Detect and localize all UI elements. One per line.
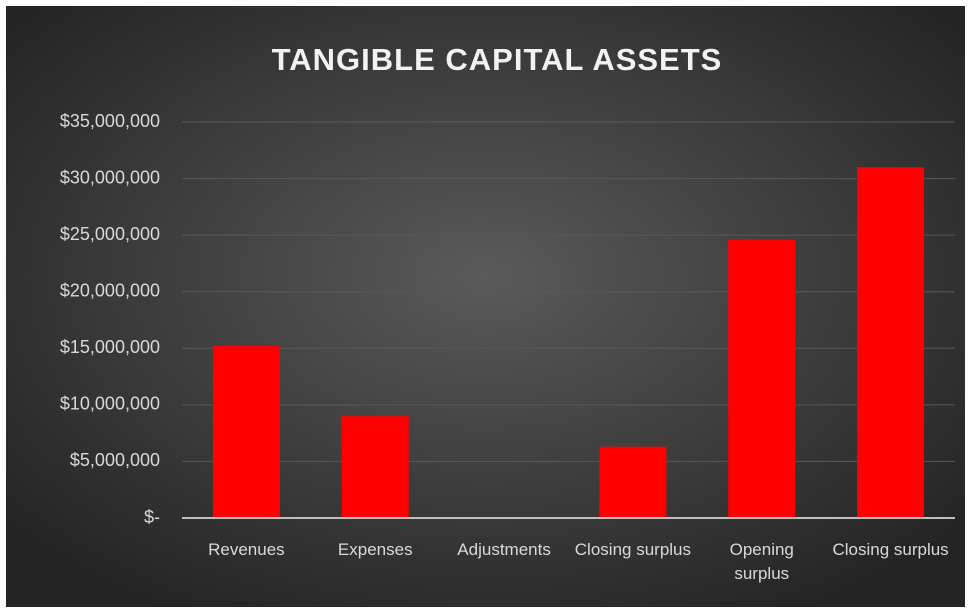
x-tick-label: Opening surplus <box>729 540 794 583</box>
x-tick-label: Revenues <box>208 540 285 559</box>
bar <box>212 346 280 518</box>
y-tick-label: $20,000,000 <box>60 280 160 300</box>
x-tick-label: Closing surplus <box>574 540 692 559</box>
chart-background <box>6 6 965 607</box>
y-tick-label: $15,000,000 <box>60 337 160 357</box>
x-tick-label: Closing surplus <box>832 540 949 559</box>
y-tick-label: $10,000,000 <box>60 394 160 414</box>
x-tick-label: Adjustments <box>457 540 551 559</box>
bar <box>728 239 796 518</box>
y-tick-label: $5,000,000 <box>70 450 160 470</box>
bar <box>857 167 925 518</box>
y-tick-label: $25,000,000 <box>60 224 160 244</box>
y-tick-label: $30,000,000 <box>60 167 160 187</box>
bar <box>341 416 409 518</box>
chart-title: TANGIBLE CAPITAL ASSETS <box>272 42 723 77</box>
y-tick-label: $35,000,000 <box>60 111 160 131</box>
bar <box>599 446 667 518</box>
y-tick-label: $- <box>144 507 160 527</box>
x-tick-label: Expenses <box>337 540 413 559</box>
